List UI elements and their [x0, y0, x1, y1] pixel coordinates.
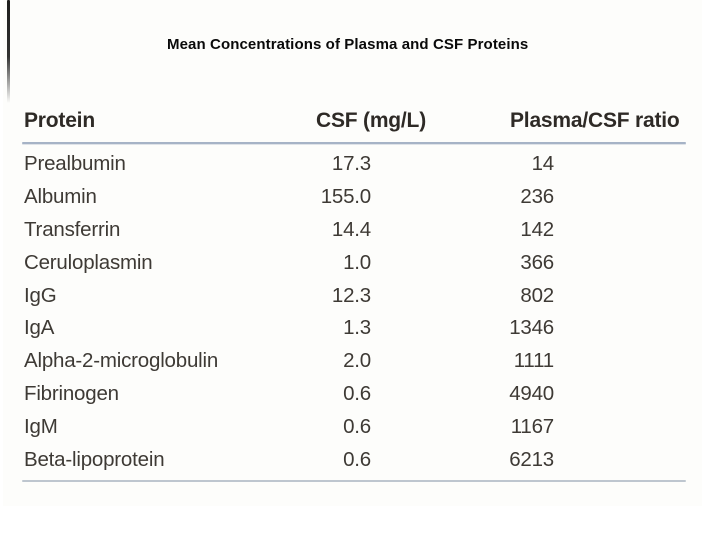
protein-name-cell: Prealbumin: [24, 152, 126, 175]
protein-name-cell: Beta-lipoprotein: [24, 448, 165, 472]
csf-value-cell: 1.3: [343, 316, 371, 340]
header-divider-line: [22, 142, 686, 144]
protein-name-cell: Alpha-2-microglobulin: [24, 349, 219, 373]
protein-name-cell: IgG: [24, 283, 57, 307]
protein-name-cell: IgA: [24, 316, 55, 340]
csf-value-cell: 14.4: [331, 217, 371, 241]
table-row: IgG 12.3 802: [0, 283, 720, 316]
scanned-table-image: [3, 0, 702, 506]
page-title: Mean Concentrations of Plasma and CSF Pr…: [167, 36, 529, 53]
protein-name-cell: Transferrin: [24, 217, 121, 241]
table-row: Transferrin 14.4 142: [0, 217, 720, 250]
bottom-divider-line: [22, 480, 686, 482]
table-body: Prealbumin 17.3 14 Albumin 155.0 236 Tra…: [0, 151, 720, 480]
protein-name-cell: Ceruloplasmin: [24, 250, 153, 274]
table-row: Prealbumin 17.3 14: [0, 151, 720, 184]
ratio-value-cell: 142: [520, 217, 554, 241]
ratio-value-cell: 14: [531, 152, 555, 175]
csf-value-cell: 0.6: [343, 382, 371, 406]
column-header-csf: CSF (mg/L): [316, 109, 426, 132]
ratio-value-cell: 6213: [509, 448, 554, 472]
protein-name-cell: Fibrinogen: [24, 382, 119, 406]
ratio-value-cell: 802: [520, 283, 554, 307]
table-row: IgM 0.6 1167: [0, 414, 720, 447]
csf-value-cell: 0.6: [343, 448, 371, 472]
table-row: IgA 1.3 1346: [0, 315, 720, 348]
ratio-value-cell: 1167: [510, 415, 554, 439]
csf-value-cell: 12.3: [331, 283, 371, 307]
ratio-value-cell: 4940: [509, 382, 554, 406]
table-row: Alpha-2-microglobulin 2.0 1111: [0, 348, 720, 381]
ratio-value-cell: 1346: [509, 316, 554, 340]
table-row: Ceruloplasmin 1.0 366: [0, 250, 720, 283]
table-row: Albumin 155.0 236: [0, 184, 720, 217]
ratio-value-cell: 1111: [513, 349, 554, 373]
csf-value-cell: 17.3: [331, 152, 371, 175]
column-header-protein: Protein: [24, 109, 95, 132]
csf-value-cell: 1.0: [343, 250, 371, 274]
scan-edge-artifact: [7, 0, 10, 103]
table-row: Fibrinogen 0.6 4940: [0, 381, 720, 414]
csf-value-cell: 155.0: [320, 184, 372, 208]
ratio-value-cell: 366: [520, 250, 554, 274]
ratio-value-cell: 236: [520, 184, 554, 208]
protein-name-cell: IgM: [24, 415, 58, 439]
table-row: Beta-lipoprotein 0.6 6213: [0, 447, 720, 480]
column-header-ratio: Plasma/CSF ratio: [510, 109, 680, 132]
protein-name-cell: Albumin: [24, 184, 97, 208]
csf-value-cell: 0.6: [343, 415, 371, 439]
csf-value-cell: 2.0: [343, 349, 371, 373]
